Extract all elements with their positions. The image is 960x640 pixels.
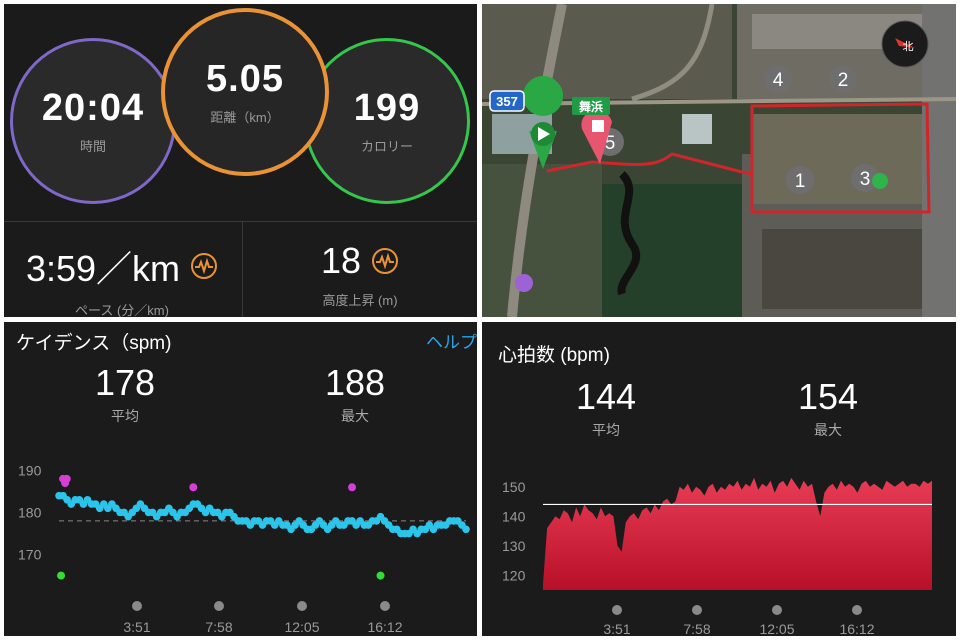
time-value: 20:04 [41, 87, 145, 129]
heart-rate-chart[interactable]: 150 140 130 120 3:51 7:58 12:05 16:12 [482, 322, 956, 636]
route-badge-label: 357 [496, 94, 518, 109]
heart-y-tick-3: 120 [502, 567, 526, 583]
cadence-point-highlight [57, 571, 66, 580]
heart-x-marker-3 [852, 605, 862, 615]
elevation-value: 18 [320, 240, 362, 281]
cadence-max-value: 188 [324, 362, 386, 403]
map-canvas[interactable]: 4 2 1 3 5 357 舞浜 北 [482, 4, 956, 317]
cadence-avg-value: 178 [94, 362, 156, 403]
cadence-point [462, 525, 470, 534]
lap-marker-5-label: 5 [605, 133, 616, 154]
pace-label: ペース (分／km) [75, 303, 169, 317]
lap-marker-3-label: 3 [860, 169, 871, 190]
cadence-avg: 178 平均 [65, 362, 185, 426]
time-ring: 20:04 時間 [10, 38, 176, 204]
heart-avg-value: 144 [575, 376, 637, 417]
lap-marker-1[interactable] [786, 166, 814, 194]
station-sign [572, 97, 610, 115]
cadence-x-tick-1: 7:58 [205, 619, 232, 635]
calories-label: カロリー [360, 139, 413, 154]
pace-stat[interactable]: 3:59／km ペース (分／km) [4, 226, 240, 317]
station-label: 舞浜 [578, 99, 603, 114]
cadence-max-label: 最大 [341, 408, 369, 424]
elevation-stat[interactable]: 18 高度上昇 (m) [242, 226, 477, 316]
elevation-label: 高度上昇 (m) [322, 293, 398, 308]
cadence-y-tick-1: 180 [18, 504, 42, 520]
route-badge [489, 90, 525, 112]
heart-y-tick-2: 130 [502, 538, 526, 554]
lap-marker-4-label: 4 [773, 70, 784, 91]
cadence-x-marker-0 [132, 601, 142, 611]
lap-marker-2[interactable] [829, 65, 857, 93]
heart-rate-panel: 心拍数 (bpm) 144 平均 154 最大 150 140 130 120 3:51… [482, 322, 956, 636]
pace-gauge-icon [191, 253, 218, 279]
heart-y-tick-0: 150 [502, 479, 526, 495]
lap-marker-4[interactable] [764, 65, 792, 93]
finish-flag-icon [872, 173, 888, 189]
heart-area [543, 477, 932, 590]
lap-marker-1-label: 1 [795, 171, 806, 192]
distance-ring: 5.05 距離（km） [161, 8, 329, 176]
cadence-point-highlight [376, 571, 385, 580]
cadence-chart[interactable]: 190 180 170 3:51 7:58 12:05 16:12 [4, 322, 477, 636]
cadence-max: 188 最大 [295, 362, 415, 426]
cadence-y-tick-0: 190 [18, 462, 42, 478]
cadence-y-tick-2: 170 [18, 547, 42, 563]
pace-value: 3:59／km [25, 248, 181, 289]
cadence-x-marker-1 [214, 601, 224, 611]
cadence-avg-label: 平均 [111, 408, 139, 424]
distance-label: 距離（km） [210, 110, 280, 125]
heart-x-marker-0 [612, 605, 622, 615]
heart-x-tick-1: 7:58 [683, 621, 710, 636]
heart-title: 心拍数 (bpm) [498, 345, 610, 366]
heart-y-tick-1: 140 [502, 508, 526, 524]
summary-panel: 20:04 時間 199 カロリー 5.05 距離（km） 3:59／km ペー… [4, 4, 477, 317]
heart-x-marker-2 [772, 605, 782, 615]
stats-divider-vertical [242, 221, 243, 317]
heart-max-label: 最大 [814, 422, 842, 438]
start-pin-icon[interactable] [523, 76, 564, 169]
heart-x-tick-3: 16:12 [839, 621, 874, 636]
distance-value: 5.05 [206, 58, 284, 100]
cadence-x-marker-2 [297, 601, 307, 611]
heart-x-tick-2: 12:05 [759, 621, 794, 636]
route-map[interactable]: 4 2 1 3 5 357 舞浜 北 [482, 4, 956, 317]
cadence-point-highlight [62, 474, 71, 483]
cadence-x-tick-3: 16:12 [367, 619, 402, 635]
cadence-panel: ケイデンス（spm) ヘルプ 178 平均 188 最大 190 180 170 3:… [4, 322, 477, 636]
compass-label: 北 [903, 40, 914, 53]
calories-ring: 199 カロリー [304, 38, 470, 204]
cadence-x-tick-2: 12:05 [284, 619, 319, 635]
heart-max-value: 154 [797, 376, 859, 417]
stats-divider [4, 221, 477, 222]
elevation-gauge-icon [372, 248, 399, 274]
help-link[interactable]: ヘルプ [426, 333, 477, 352]
cadence-point-highlight [189, 483, 198, 492]
lap-marker-2-label: 2 [838, 70, 849, 91]
heart-max: 154 最大 [768, 376, 888, 440]
end-pin-icon[interactable] [581, 110, 612, 164]
lap-marker-3[interactable] [851, 164, 879, 192]
cadence-x-tick-0: 3:51 [123, 619, 150, 635]
calories-value: 199 [353, 87, 421, 129]
heart-x-marker-1 [692, 605, 702, 615]
heart-x-tick-0: 3:51 [603, 621, 630, 636]
cadence-point-highlight [348, 483, 357, 492]
heart-avg: 144 平均 [546, 376, 666, 440]
cadence-x-marker-3 [380, 601, 390, 611]
heart-avg-label: 平均 [592, 422, 620, 438]
time-label: 時間 [79, 139, 106, 154]
cadence-title: ケイデンス（spm) [16, 333, 172, 354]
